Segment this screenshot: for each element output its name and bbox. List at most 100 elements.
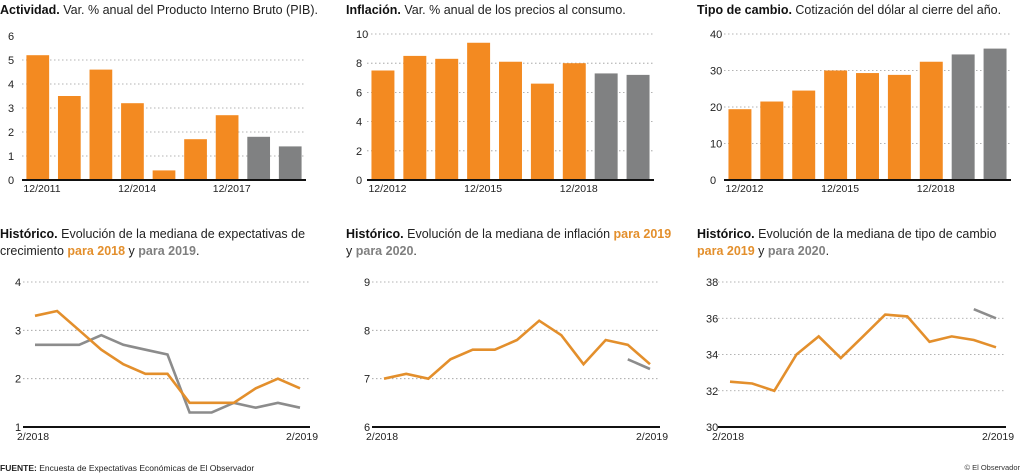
y-tick-label: 9 <box>364 277 370 289</box>
source-label: FUENTE: <box>0 463 37 473</box>
bar <box>887 74 911 180</box>
x-tick-label: 12/2011 <box>23 183 60 195</box>
y-tick-label: 8 <box>356 58 362 70</box>
series-line-gray <box>973 307 997 320</box>
bar <box>247 136 271 180</box>
chart-title-historico-tipo-cambio: Histórico. Evolución de la mediana de ti… <box>697 226 996 260</box>
bar <box>184 139 207 180</box>
title-text: . <box>413 244 417 258</box>
y-tick-label: 6 <box>364 422 370 434</box>
bar <box>278 146 302 180</box>
legend-gray-label: para 2020 <box>355 244 414 258</box>
y-tick-label: 2 <box>8 127 14 139</box>
bar <box>951 54 975 180</box>
bar <box>983 48 1007 180</box>
source-text: Encuesta de Expectativas Económicas de E… <box>36 463 255 473</box>
y-tick-label: 32 <box>706 386 718 398</box>
y-tick-label: 30 <box>706 422 718 434</box>
bar <box>760 101 784 180</box>
bar <box>919 61 943 180</box>
x-tick-label: 12/2018 <box>917 183 955 195</box>
legend-gray-label: para 2019 <box>138 244 196 258</box>
x-tick-label: 2/2018 <box>366 431 398 443</box>
y-tick-label: 38 <box>706 277 718 289</box>
bar <box>371 70 395 180</box>
bar <box>499 61 522 180</box>
chart-1: 0 2 4 6 8 10 12/2012 12/2015 12/2018 <box>356 29 654 195</box>
bar <box>89 69 113 180</box>
y-tick-label: 34 <box>706 350 718 362</box>
y-tick-label: 1 <box>8 151 14 163</box>
y-tick-label: 3 <box>15 325 21 337</box>
bar <box>152 170 176 180</box>
y-tick-label: 40 <box>710 29 722 41</box>
legend-gray-label: para 2020 <box>767 244 826 258</box>
title-text: . <box>825 244 830 258</box>
bar <box>435 58 459 180</box>
y-tick-label: 10 <box>356 29 368 41</box>
y-tick-label: 4 <box>356 117 362 129</box>
x-tick-label: 12/2015 <box>821 183 859 195</box>
bar <box>728 109 752 180</box>
chart-3: 1 2 3 4 2/2018 2/2019 <box>15 277 318 443</box>
series-line-gray <box>627 358 651 371</box>
y-tick-label: 8 <box>364 325 370 337</box>
y-tick-label: 0 <box>8 175 14 187</box>
x-tick-label: 2/2019 <box>982 431 1014 443</box>
y-tick-label: 0 <box>356 175 362 187</box>
y-tick-label: 0 <box>710 175 716 187</box>
copyright-credit: © El Observador <box>964 463 1020 472</box>
chart-0: 0 1 2 3 4 5 6 12/2011 12/2014 12/2017 <box>8 31 306 195</box>
legend-orange-label: para 2018 <box>67 244 126 258</box>
chart-title-actividad: Actividad. Var. % anual del Producto Int… <box>0 2 318 19</box>
bar <box>856 73 879 180</box>
chart-title-inflacion: Inflación. Var. % anual de los precios a… <box>346 2 626 19</box>
series-line-orange <box>729 313 997 393</box>
title-text: Var. % anual de los precios al consumo. <box>400 3 626 17</box>
x-tick-label: 12/2012 <box>368 183 406 195</box>
bar <box>57 96 81 180</box>
bar <box>824 70 848 180</box>
y-tick-label: 1 <box>15 422 21 434</box>
bar <box>626 74 650 180</box>
title-text: crecimiento <box>0 244 68 258</box>
bar <box>26 55 50 181</box>
bar <box>562 63 586 181</box>
y-tick-label: 3 <box>8 103 14 115</box>
y-tick-label: 2 <box>15 374 21 386</box>
x-tick-label: 12/2014 <box>118 183 156 195</box>
chart-4: 6 7 8 9 2/2018 2/2019 <box>364 277 668 443</box>
y-tick-label: 30 <box>710 66 722 78</box>
chart-2: 0 10 20 30 40 12/2012 12/2015 12/2018 <box>710 29 1011 195</box>
y-tick-label: 20 <box>710 102 722 114</box>
title-text: Evolución de la mediana de expectativas … <box>57 227 306 241</box>
title-text: y <box>125 244 139 258</box>
title-bold: Actividad. <box>0 3 60 17</box>
series-line-gray <box>35 333 301 414</box>
title-text: Evolución de la mediana de tipo de cambi… <box>754 227 997 241</box>
legend-orange-label: para 2019 <box>613 227 672 241</box>
title-text: Cotización del dólar al cierre del año. <box>791 3 1002 17</box>
x-tick-label: 2/2018 <box>712 431 744 443</box>
y-tick-label: 4 <box>8 79 14 91</box>
y-tick-label: 6 <box>8 31 14 43</box>
series-line-orange <box>34 309 301 405</box>
x-tick-label: 2/2019 <box>286 431 318 443</box>
x-tick-label: 2/2019 <box>636 431 668 443</box>
x-tick-label: 12/2018 <box>560 183 598 195</box>
x-tick-label: 12/2015 <box>464 183 502 195</box>
x-tick-label: 2/2018 <box>17 431 49 443</box>
y-tick-label: 2 <box>356 146 362 158</box>
y-tick-label: 5 <box>8 55 14 67</box>
y-tick-label: 10 <box>710 139 722 151</box>
title-bold: Inflación. <box>346 3 401 17</box>
y-tick-label: 36 <box>706 313 718 325</box>
bar <box>215 115 239 180</box>
title-bold: Histórico. <box>697 227 755 241</box>
title-text: Var. % anual del Producto Interno Bruto … <box>59 3 318 17</box>
x-tick-label: 12/2017 <box>213 183 251 195</box>
title-text: y <box>754 244 768 258</box>
chart-title-tipo-cambio: Tipo de cambio. Cotización del dólar al … <box>697 2 1001 19</box>
bar <box>403 55 427 180</box>
